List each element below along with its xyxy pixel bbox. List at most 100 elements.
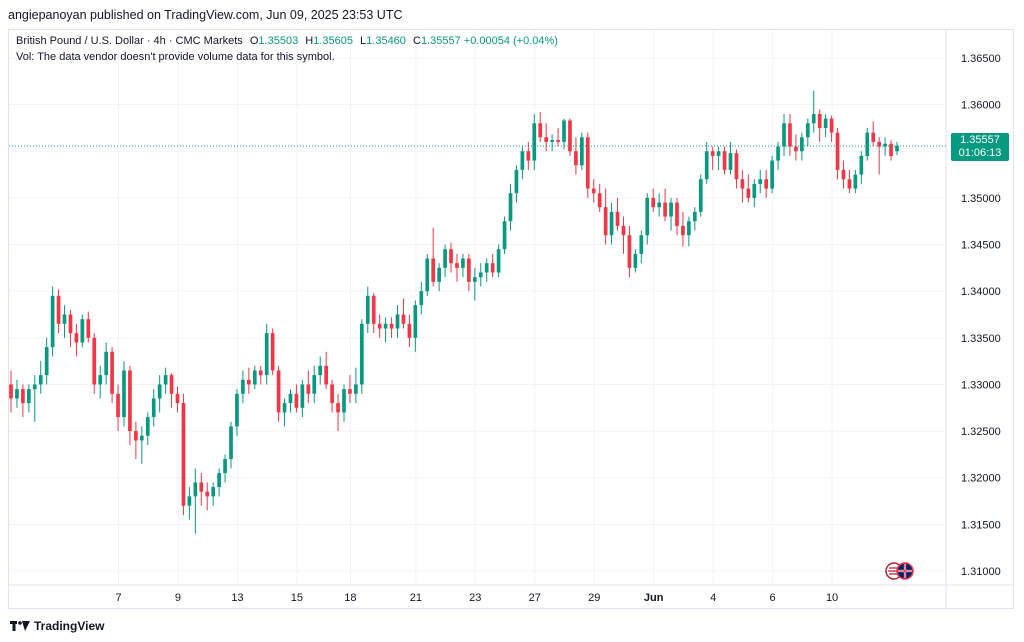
candle-body [734, 153, 739, 180]
candle-body [252, 370, 257, 385]
candle-body [211, 487, 216, 497]
current-price-label: 1.35557 [960, 134, 1000, 146]
candle-body [764, 179, 769, 189]
candle-body [128, 370, 132, 432]
published-byline: angiepanoyan published on TradingView.co… [8, 8, 403, 22]
candle-body [770, 160, 774, 189]
candle-body [710, 151, 715, 156]
candle-body [377, 323, 382, 329]
y-tick-label: 1.34000 [961, 286, 1001, 298]
x-tick-label: Jun [644, 592, 664, 604]
candle-body [157, 384, 162, 399]
candle-body [490, 263, 495, 273]
candle-body [26, 389, 31, 404]
candle-body [80, 319, 85, 343]
x-tick-label: 4 [710, 592, 716, 604]
candle-body [175, 393, 180, 404]
legend-high-label: H [305, 35, 314, 47]
candle-body [752, 183, 757, 198]
candle-body [21, 389, 25, 404]
candle-body [568, 120, 572, 152]
candle-body [675, 202, 679, 226]
legend-ohlc-row: British Pound / U.S. Dollar · 4h · CMC M… [16, 33, 558, 49]
candle-body [728, 153, 733, 170]
y-tick-label: 1.32000 [961, 473, 1001, 485]
candle-body [461, 258, 465, 268]
candle-body [383, 323, 388, 329]
candle-body [829, 118, 834, 133]
candle-body [199, 482, 204, 492]
candle-body [104, 351, 108, 376]
candle-body [205, 491, 210, 497]
candle-body [817, 113, 822, 128]
candle-body [395, 314, 400, 329]
candle-body [669, 202, 673, 217]
candle-body [704, 151, 709, 180]
candle-body [621, 225, 626, 236]
candle-body [746, 188, 751, 198]
x-tick-label: 27 [529, 592, 541, 604]
x-tick-label: 7 [115, 592, 121, 604]
candle-body [258, 370, 263, 376]
candle-body [187, 496, 192, 506]
candle-body [847, 179, 852, 189]
candle-body [401, 314, 406, 324]
x-tick-label: 15 [291, 592, 303, 604]
candle-body [657, 202, 661, 208]
candle-body [591, 188, 596, 194]
candle-body [134, 431, 138, 441]
legend-low-value: 1.35460 [366, 35, 406, 47]
candle-body [229, 426, 233, 460]
footer-brand-name: TradingView [34, 619, 105, 633]
candle-body [467, 258, 471, 282]
candle-body [556, 140, 560, 142]
candle-body [574, 151, 578, 166]
candle-body [425, 258, 430, 292]
candle-body [687, 221, 691, 236]
candle-body [651, 197, 656, 208]
candle-body [437, 267, 441, 282]
candle-body [276, 370, 281, 413]
y-tick-label: 1.31000 [961, 566, 1001, 578]
candle-body [413, 305, 418, 338]
candle-body [633, 253, 638, 268]
candle-body [859, 155, 864, 175]
candle-body [805, 123, 810, 138]
candle-body [9, 384, 13, 399]
footer-brand[interactable]: TradingView [10, 619, 104, 633]
candle-body [241, 379, 245, 394]
legend-volume-note: Vol: The data vendor doesn't provide vol… [16, 51, 335, 63]
candle-body [883, 143, 887, 147]
x-tick-label: 13 [231, 592, 243, 604]
candle-body [56, 295, 61, 324]
candle-body [145, 417, 150, 436]
x-tick-label: 10 [826, 592, 838, 604]
candle-body [692, 211, 697, 222]
candle-body [431, 258, 436, 282]
candle-body [502, 221, 507, 250]
candle-body [526, 151, 531, 161]
candle-body [681, 225, 685, 236]
x-tick-label: 29 [588, 592, 600, 604]
candle-body [639, 235, 644, 254]
candle-body [663, 202, 667, 217]
legend-low-label: L [360, 35, 367, 47]
legend-symbol[interactable]: British Pound / U.S. Dollar · 4h · CMC M… [16, 35, 243, 47]
candle-body [223, 459, 227, 474]
candle-body [62, 314, 67, 324]
candle-body [484, 263, 489, 273]
candle-body [306, 384, 311, 394]
candle-body [122, 370, 126, 418]
candle-body [169, 375, 174, 394]
y-tick-label: 1.36500 [961, 53, 1001, 65]
x-tick-label: 6 [770, 592, 776, 604]
candle-body [449, 249, 453, 264]
candle-body [455, 263, 459, 268]
candle-body [645, 197, 650, 236]
candle-body [282, 403, 287, 413]
candle-body [811, 113, 816, 124]
y-tick-label: 1.35000 [961, 193, 1001, 205]
x-tick-label: 9 [175, 592, 181, 604]
candle-body [264, 333, 269, 376]
